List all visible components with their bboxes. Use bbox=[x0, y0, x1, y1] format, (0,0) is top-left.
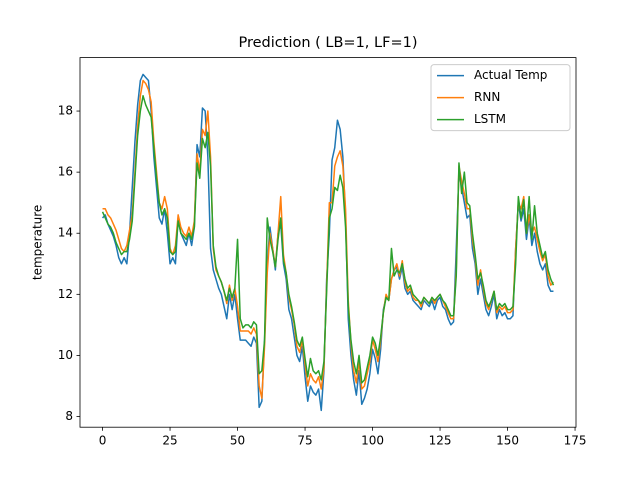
y-tick-label: 14 bbox=[58, 226, 73, 240]
x-tick-label: 25 bbox=[162, 434, 177, 448]
chart-title: Prediction ( LB=1, LF=1) bbox=[239, 35, 418, 51]
data-line bbox=[101, 95, 555, 384]
y-tick-label: 8 bbox=[65, 409, 73, 423]
x-tick-label: 125 bbox=[429, 434, 452, 448]
y-tick-label: 12 bbox=[58, 287, 73, 301]
y-axis-label: temperature bbox=[31, 205, 45, 280]
x-tick-label: 50 bbox=[230, 434, 245, 448]
x-tick-label: 75 bbox=[297, 434, 312, 448]
legend-label: LSTM bbox=[474, 112, 506, 126]
legend: Actual Temp RNN LSTM bbox=[430, 64, 571, 132]
plot-frame bbox=[79, 57, 577, 428]
x-tick-label: 175 bbox=[564, 434, 587, 448]
x-tick-label: 100 bbox=[361, 434, 384, 448]
y-tick-label: 18 bbox=[58, 104, 73, 118]
legend-label: Actual Temp bbox=[474, 68, 547, 82]
legend-label: RNN bbox=[474, 90, 500, 104]
y-tick-label: 16 bbox=[58, 165, 73, 179]
x-tick-label: 150 bbox=[496, 434, 519, 448]
x-tick-label: 0 bbox=[99, 434, 107, 448]
y-tick-label: 10 bbox=[58, 348, 73, 362]
legend-box bbox=[430, 64, 571, 132]
